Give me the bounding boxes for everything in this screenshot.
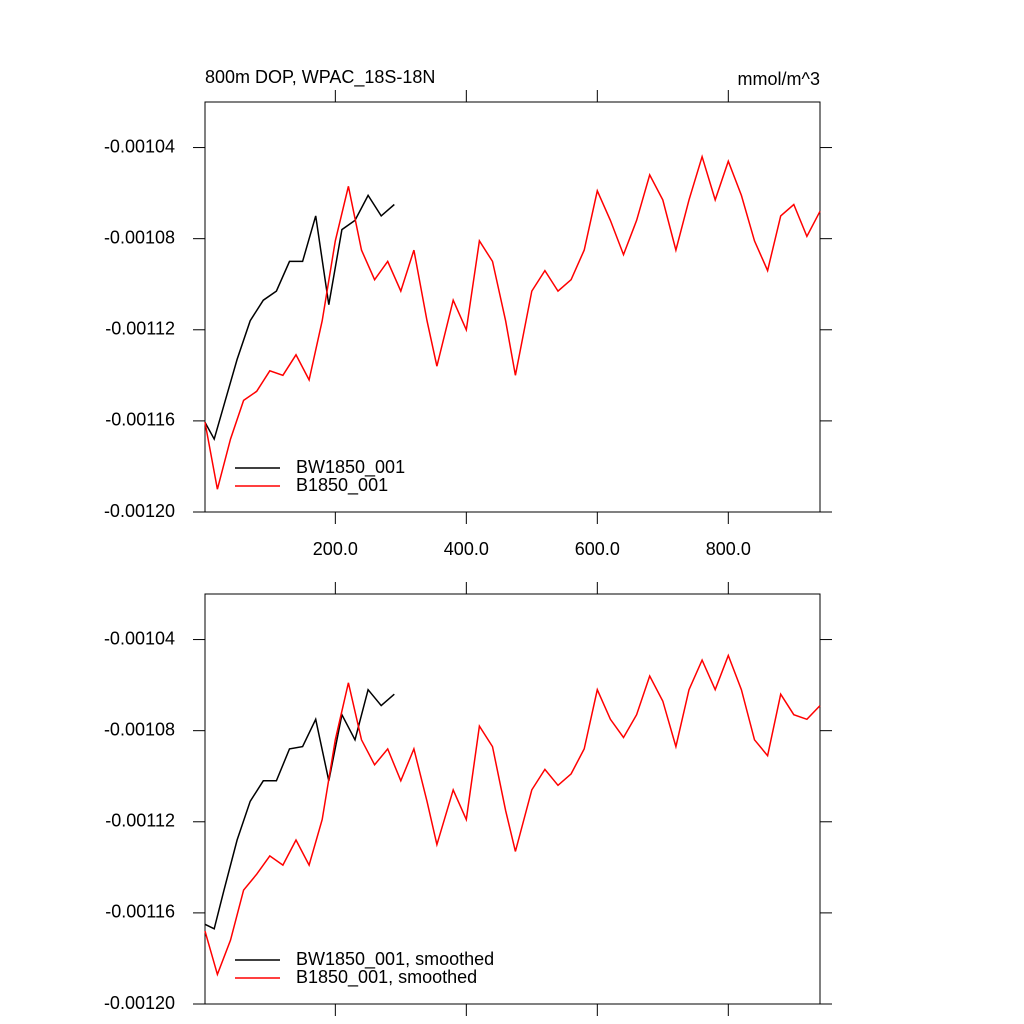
x-tick-label: 600.0 <box>575 539 620 559</box>
x-tick-label: 800.0 <box>706 539 751 559</box>
units-label: mmol/m^3 <box>738 69 820 89</box>
x-tick-label: 200.0 <box>313 539 358 559</box>
y-tick-label: -0.00104 <box>104 628 175 648</box>
data-line <box>204 688 395 930</box>
legend-label: B1850_001 <box>296 475 388 496</box>
chart-title: 800m DOP, WPAC_18S-18N <box>205 67 435 88</box>
y-tick-label: -0.00108 <box>104 227 175 247</box>
y-tick-label: -0.00112 <box>105 811 175 831</box>
legend-label: BW1850_001 <box>296 457 405 478</box>
y-tick-label: -0.00120 <box>104 993 175 1013</box>
y-tick-label: -0.00120 <box>104 501 175 521</box>
y-tick-label: -0.00104 <box>104 136 175 156</box>
plot-frame <box>204 593 821 1005</box>
data-line <box>204 653 821 977</box>
legend-label: B1850_001, smoothed <box>296 967 477 988</box>
y-tick-label: -0.00116 <box>105 902 175 922</box>
y-tick-label: -0.00116 <box>105 410 175 430</box>
x-tick-label: 400.0 <box>444 539 489 559</box>
data-line <box>204 193 395 442</box>
data-line <box>204 154 821 490</box>
legend-label: BW1850_001, smoothed <box>296 949 494 970</box>
plot-frame <box>204 101 821 513</box>
y-tick-label: -0.00112 <box>105 319 175 339</box>
y-tick-label: -0.00108 <box>104 719 175 739</box>
